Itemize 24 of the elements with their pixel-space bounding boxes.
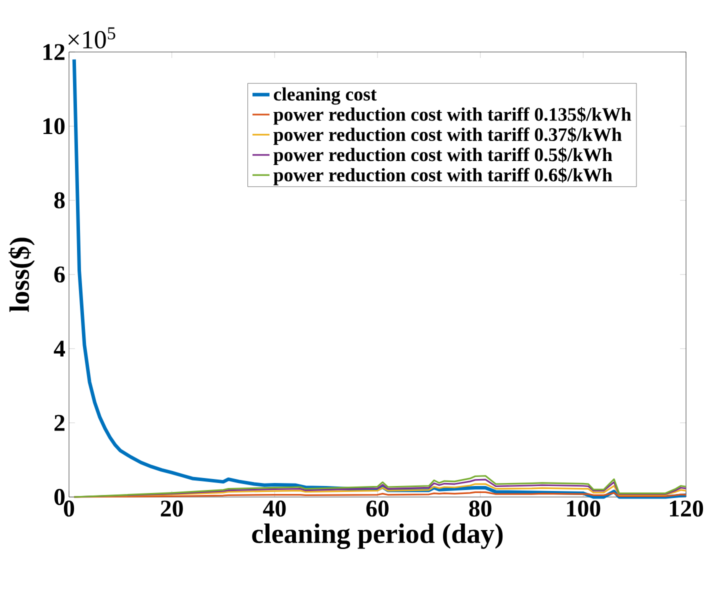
x-tick-label: 80 [469,500,492,517]
y-axis-title: loss($) [8,238,35,312]
x-tick-label: 40 [263,500,286,517]
y-tick-label: 0 [54,488,65,506]
x-tick-label: 20 [160,500,183,517]
y-tick-label: 12 [43,44,64,60]
x-axis-title: cleaning period (day) [252,523,503,550]
legend-label: power reduction cost with tariff 0.135$/kWh [273,106,632,125]
x-tick-label: 120 [670,500,704,517]
y-tick-label: 6 [54,266,65,283]
line-series [73,475,687,498]
legend-label: power reduction cost with tariff 0.6$/kWh [273,167,612,186]
y-tick-label: 2 [54,414,64,431]
line-series [73,478,687,498]
x-tick-label: 100 [567,500,600,517]
legend-label: cleaning cost [274,87,377,105]
y-tick-label: 8 [54,192,65,208]
legend-label: power reduction cost with tariff 0.37$/kWh [273,127,622,145]
text: ×10$^{5}$ [68,27,116,48]
y-tick-label: 4 [54,340,66,357]
line-series [73,483,687,498]
y-tick-label: 10 [43,118,65,134]
x-tick-label: 60 [366,500,389,517]
legend-label: power reduction cost with tariff 0.5$/kWh [273,147,612,166]
